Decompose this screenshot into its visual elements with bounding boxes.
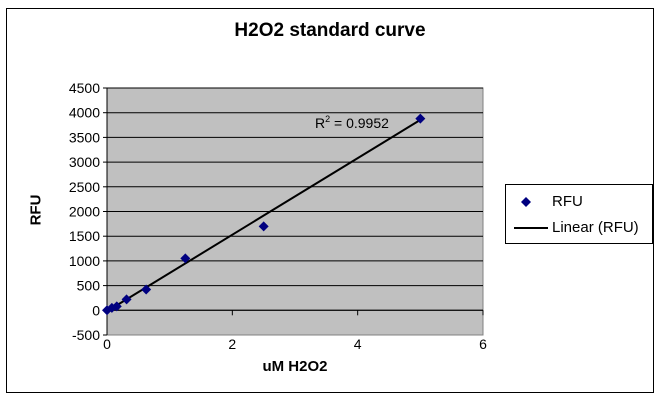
legend-label: RFU xyxy=(552,193,583,210)
y-tick-label: 4000 xyxy=(69,105,100,121)
chart-frame xyxy=(6,8,654,393)
y-tick-label: -500 xyxy=(72,327,100,343)
diamond-marker-icon xyxy=(521,196,531,207)
y-tick-label: 2000 xyxy=(69,204,100,220)
data-point xyxy=(141,284,152,295)
y-tick-label: 1500 xyxy=(69,228,100,244)
legend-item-linear: Linear (RFU) xyxy=(514,219,639,236)
x-tick-label: 4 xyxy=(354,336,362,352)
x-tick-label: 2 xyxy=(228,336,236,352)
data-point xyxy=(258,221,269,232)
data-point xyxy=(121,294,132,305)
legend: RFU Linear (RFU) xyxy=(505,184,653,244)
line-marker-icon xyxy=(514,226,548,229)
y-tick-label: 500 xyxy=(77,278,101,294)
y-tick-label: 3000 xyxy=(69,154,100,170)
y-tick-label: 3500 xyxy=(69,129,100,145)
y-tick-label: 1000 xyxy=(69,253,100,269)
legend-item-rfu: RFU xyxy=(514,193,583,210)
data-point xyxy=(415,113,426,124)
legend-label: Linear (RFU) xyxy=(552,219,639,236)
y-tick-label: 0 xyxy=(92,302,100,318)
data-point xyxy=(111,301,122,312)
y-tick-label: 4500 xyxy=(69,80,100,96)
data-point xyxy=(180,253,191,264)
chart-title: H2O2 standard curve xyxy=(234,20,426,41)
y-tick-label: 2500 xyxy=(69,179,100,195)
x-tick-label: 6 xyxy=(479,336,487,352)
r-squared-annotation: R2 = 0.9952 xyxy=(315,114,389,131)
x-tick-label: 0 xyxy=(103,336,111,352)
trendline xyxy=(106,119,421,313)
x-axis-label: uM H2O2 xyxy=(262,358,328,375)
